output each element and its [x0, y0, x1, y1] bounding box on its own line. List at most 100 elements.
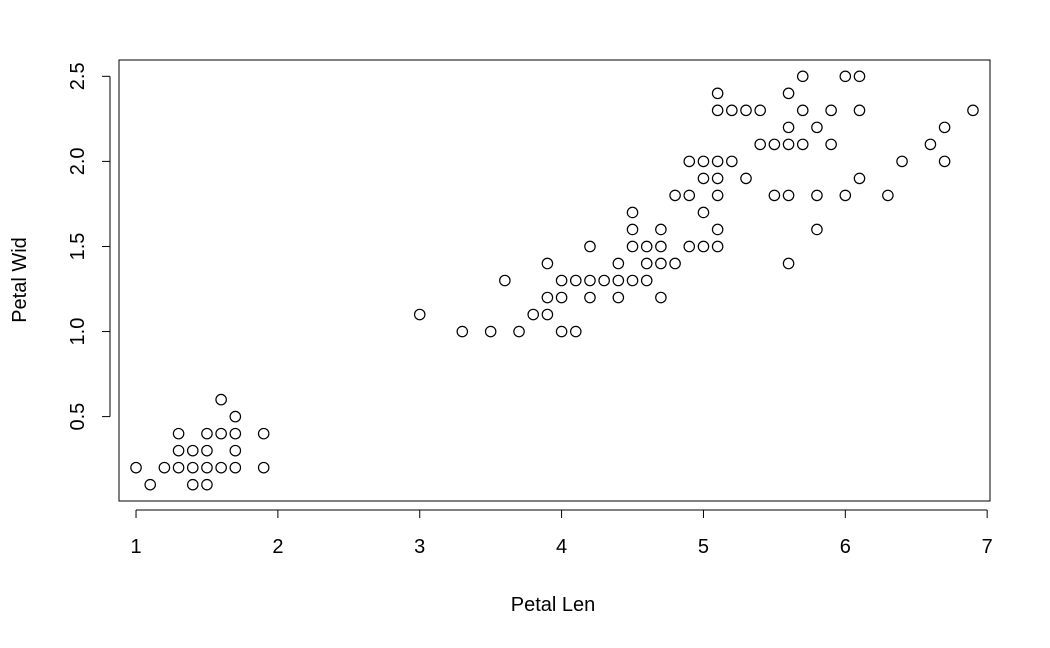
data-point — [924, 138, 937, 151]
data-point — [796, 138, 809, 151]
data-point — [655, 240, 667, 253]
data-point — [201, 427, 213, 440]
data-point — [967, 104, 979, 117]
data-point — [811, 189, 823, 202]
y-tick-label: 1.0 — [67, 318, 89, 346]
data-point — [697, 172, 710, 185]
x-axis-title: Petal Len — [511, 594, 596, 616]
y-tick-label: 2.0 — [67, 147, 89, 175]
data-point — [782, 121, 795, 134]
data-point — [669, 257, 681, 270]
data-point — [853, 172, 866, 185]
data-point — [640, 240, 653, 253]
data-point — [484, 325, 497, 338]
data-point — [768, 138, 781, 151]
data-point — [555, 291, 568, 304]
x-axis: 1 2 3 4 5 6 7 — [130, 509, 993, 558]
data-point — [527, 308, 540, 321]
data-point — [796, 70, 809, 83]
x-tick-label: 2 — [272, 536, 283, 558]
x-tick-label: 7 — [982, 536, 993, 558]
data-point — [229, 410, 242, 423]
data-point — [640, 274, 653, 287]
data-point — [711, 189, 724, 202]
data-point — [569, 325, 582, 338]
data-point — [229, 427, 242, 440]
data-point — [172, 444, 185, 457]
data-point — [626, 240, 639, 253]
data-point — [782, 138, 795, 151]
data-point — [201, 461, 213, 474]
data-point — [186, 461, 199, 474]
data-point — [882, 189, 894, 202]
data-point — [782, 189, 795, 202]
data-point — [811, 223, 823, 236]
data-point — [513, 325, 525, 338]
data-point — [726, 155, 738, 168]
data-point — [201, 478, 213, 491]
data-point — [669, 189, 681, 202]
data-point — [144, 478, 157, 491]
x-tick-label: 6 — [840, 536, 851, 558]
data-point — [768, 189, 781, 202]
data-point — [626, 206, 639, 219]
x-tick-label: 3 — [414, 536, 425, 558]
data-point — [711, 155, 724, 168]
data-point — [626, 274, 639, 287]
data-point — [825, 104, 837, 117]
data-point — [499, 274, 511, 287]
data-point — [825, 138, 837, 151]
data-point — [456, 325, 469, 338]
data-point — [612, 257, 625, 270]
data-point — [726, 104, 738, 117]
data-point — [711, 172, 724, 185]
data-point — [584, 240, 596, 253]
data-point — [257, 461, 270, 474]
data-points — [130, 70, 979, 491]
data-point — [172, 461, 185, 474]
data-point — [839, 189, 852, 202]
data-point — [130, 461, 142, 474]
data-point — [740, 104, 752, 117]
data-point — [584, 274, 596, 287]
plot-frame — [118, 59, 991, 502]
y-axis: 0.5 1.0 1.5 2.0 2.5 — [67, 62, 111, 431]
data-point — [697, 240, 710, 253]
data-point — [541, 291, 554, 304]
data-point — [853, 70, 866, 83]
data-point — [683, 189, 696, 202]
data-point — [158, 461, 171, 474]
y-tick-label: 2.5 — [67, 62, 89, 90]
data-point — [215, 393, 227, 406]
data-point — [584, 291, 596, 304]
data-point — [711, 223, 724, 236]
data-point — [186, 444, 199, 457]
x-tick-label: 1 — [130, 536, 141, 558]
x-tick-label: 5 — [698, 536, 709, 558]
data-point — [811, 121, 823, 134]
data-point — [782, 257, 795, 270]
y-tick-label: 1.5 — [67, 233, 89, 261]
data-point — [683, 155, 696, 168]
data-point — [541, 257, 554, 270]
data-point — [640, 257, 653, 270]
data-point — [257, 427, 270, 440]
data-point — [740, 172, 752, 185]
data-point — [598, 274, 610, 287]
data-point — [754, 138, 766, 151]
y-axis-title: Petal Wid — [9, 237, 31, 323]
data-point — [697, 155, 710, 168]
data-point — [683, 240, 696, 253]
data-point — [555, 325, 568, 338]
data-point — [229, 444, 242, 457]
data-point — [569, 274, 582, 287]
data-point — [413, 308, 426, 321]
data-point — [655, 291, 667, 304]
data-point — [711, 104, 724, 117]
data-point — [711, 240, 724, 253]
data-point — [711, 87, 724, 100]
data-point — [938, 155, 951, 168]
data-point — [655, 257, 667, 270]
data-point — [839, 70, 852, 83]
